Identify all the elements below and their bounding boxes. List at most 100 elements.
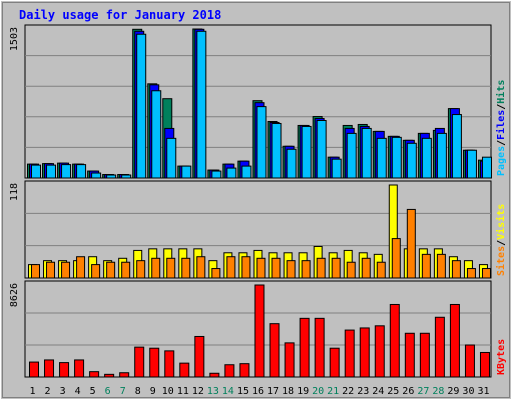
legend-entry: Sites	[495, 246, 507, 276]
x-tick-label: 2	[45, 386, 51, 397]
bar-sites	[346, 261, 356, 279]
bar-sites	[271, 257, 281, 279]
x-tick-label: 23	[357, 386, 369, 397]
bar-pages	[121, 174, 132, 179]
bar-pages	[151, 90, 162, 179]
bar-sites	[466, 268, 476, 279]
bar-kbytes	[419, 332, 430, 378]
bar-kbytes	[269, 323, 280, 378]
bar-sites	[436, 253, 446, 279]
bar-sites	[241, 256, 251, 279]
bar-pages	[181, 165, 192, 179]
bar-pages	[286, 148, 297, 179]
bar-sites	[376, 261, 386, 279]
bar-kbytes	[164, 350, 175, 378]
bar-kbytes	[134, 346, 145, 378]
bar-kbytes	[44, 359, 55, 378]
bar-kbytes	[374, 325, 385, 378]
bar-kbytes	[329, 347, 340, 378]
x-tick-label: 25	[387, 386, 399, 397]
bar-pages	[271, 122, 282, 179]
x-tick-label: 9	[150, 386, 156, 397]
bar-kbytes	[194, 335, 205, 378]
legend-entry: Hits	[495, 80, 507, 104]
bar-pages	[196, 30, 207, 179]
bar-sites	[91, 264, 101, 279]
x-tick-label: 12	[192, 386, 204, 397]
bar-sites	[151, 257, 161, 279]
bar-kbytes	[29, 361, 39, 378]
bar-kbytes	[119, 372, 130, 378]
legend-entry: /	[496, 240, 507, 246]
x-tick-label: 26	[402, 386, 414, 397]
x-tick-label: 30	[462, 386, 474, 397]
bar-sites	[451, 260, 461, 279]
bar-pages	[211, 170, 222, 179]
bar-sites	[316, 257, 326, 279]
bar-pages	[136, 33, 147, 179]
x-tick-label: 13	[207, 386, 219, 397]
x-tick-label: 8	[135, 386, 141, 397]
bar-pages	[466, 149, 477, 179]
bar-kbytes	[449, 303, 460, 378]
bar-sites	[256, 257, 266, 279]
bar-sites	[481, 268, 491, 279]
legend-entry: /	[496, 104, 507, 110]
bar-pages	[376, 137, 387, 179]
x-tick-label: 5	[90, 386, 96, 397]
bar-pages	[451, 114, 462, 179]
bar-sites	[361, 257, 371, 279]
bar-pages	[256, 106, 267, 179]
x-tick-label: 10	[162, 386, 174, 397]
x-tick-label: 11	[177, 386, 189, 397]
x-tick-label: 17	[267, 386, 279, 397]
bar-sites	[226, 256, 236, 279]
x-tick-label: 24	[372, 386, 384, 397]
bar-sites	[106, 261, 116, 279]
bar-sites	[406, 208, 416, 279]
legend: Pages/Files/Hits	[495, 80, 507, 176]
bar-kbytes	[464, 344, 475, 378]
bar-sites	[211, 268, 221, 279]
bar-pages	[481, 156, 492, 179]
y-max-label: 118	[9, 183, 20, 201]
bar-kbytes	[59, 362, 70, 378]
bar-pages	[316, 120, 327, 179]
legend-entry: Visits	[495, 204, 507, 240]
bar-kbytes	[149, 347, 160, 378]
bar-kbytes	[434, 316, 445, 378]
legend-entry: Files	[495, 110, 507, 140]
legend: KBytes	[496, 339, 507, 375]
bar-kbytes	[299, 317, 310, 378]
bar-pages	[436, 132, 447, 179]
bar-kbytes	[74, 359, 85, 378]
x-tick-label: 31	[477, 386, 489, 397]
bar-pages	[361, 127, 372, 179]
y-max-label: 1503	[9, 27, 20, 51]
legend-entry: Pages	[496, 146, 507, 176]
bar-sites	[76, 256, 86, 279]
bar-sites	[196, 256, 206, 279]
x-tick-label: 15	[237, 386, 249, 397]
x-tick-label: 19	[297, 386, 309, 397]
legend-entry: KBytes	[496, 339, 507, 375]
bar-pages	[31, 164, 41, 179]
bar-pages	[391, 136, 402, 179]
bar-kbytes	[239, 363, 250, 378]
bar-pages	[331, 158, 342, 179]
bar-sites	[136, 260, 146, 279]
bar-sites	[61, 261, 71, 279]
x-tick-label: 7	[120, 386, 126, 397]
bar-pages	[46, 164, 57, 179]
x-tick-label: 1	[30, 386, 36, 397]
bar-sites	[166, 257, 176, 279]
chart-title: Daily usage for January 2018	[19, 8, 221, 22]
y-max-label: 8626	[9, 283, 20, 307]
bar-pages	[166, 137, 177, 179]
bar-kbytes	[89, 371, 100, 378]
bar-kbytes	[344, 329, 355, 378]
